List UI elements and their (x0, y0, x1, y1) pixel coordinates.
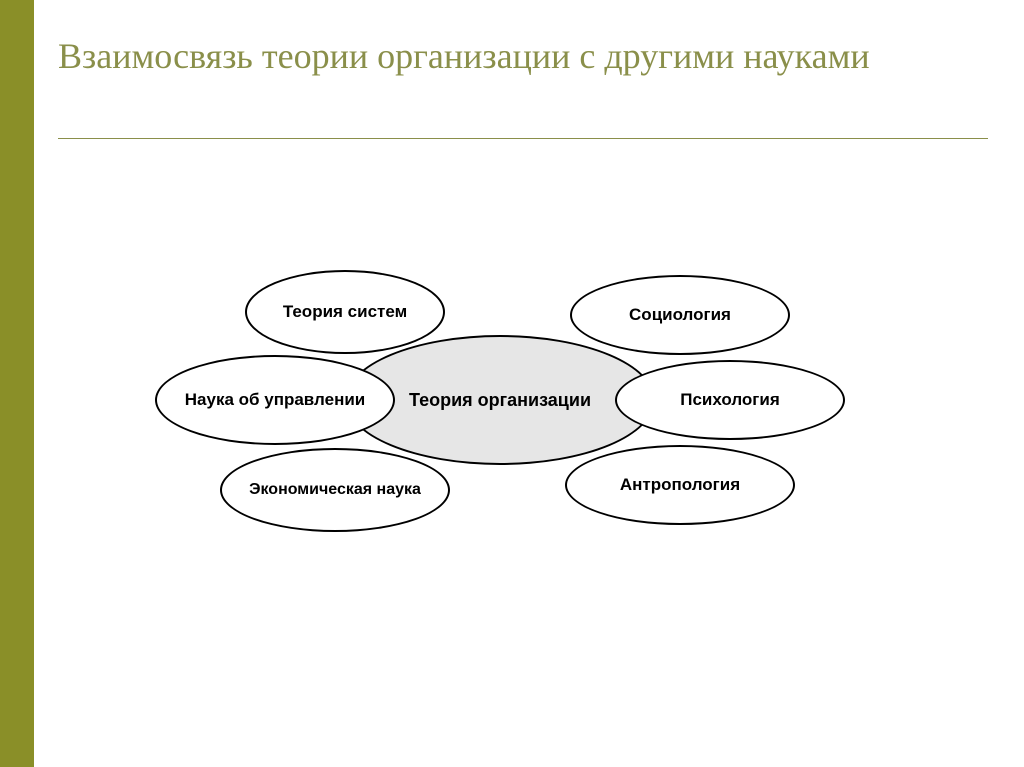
node-economics: Экономическая наука (220, 448, 450, 532)
node-systems-label: Теория систем (275, 302, 415, 322)
node-center-label: Теория организации (401, 390, 599, 411)
relations-diagram: Теория организации Теория систем Наука о… (0, 0, 1024, 767)
node-sociology-label: Социология (621, 305, 739, 325)
node-psychology-label: Психология (672, 390, 788, 410)
node-psychology: Психология (615, 360, 845, 440)
node-economics-label: Экономическая наука (241, 481, 429, 499)
node-anthropology: Антропология (565, 445, 795, 525)
node-management: Наука об управлении (155, 355, 395, 445)
node-management-label: Наука об управлении (177, 390, 373, 410)
node-anthropology-label: Антропология (612, 475, 748, 495)
node-systems: Теория систем (245, 270, 445, 354)
node-sociology: Социология (570, 275, 790, 355)
